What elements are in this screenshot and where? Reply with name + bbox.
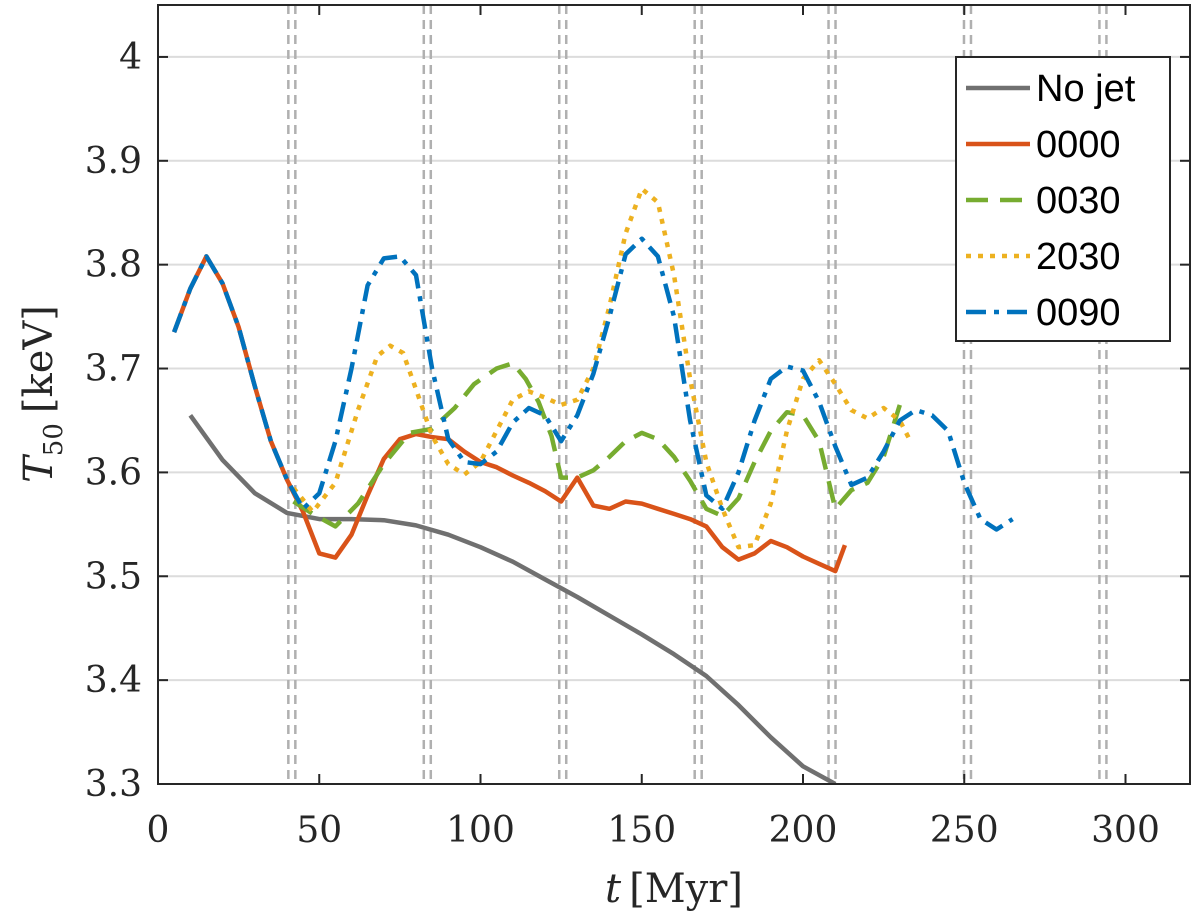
y-tick-label: 3.4: [85, 660, 142, 701]
x-tick-label: 100: [446, 810, 515, 851]
y-axis-label: T50[keV]: [16, 305, 69, 483]
legend-label: No jet: [1036, 68, 1136, 110]
y-tick-label: 3.3: [85, 764, 142, 805]
y-tick-label: 3.7: [85, 349, 142, 390]
series-line-0000: [171, 254, 848, 574]
legend-label: 2030: [1036, 236, 1121, 278]
y-tick-label: 3.6: [85, 452, 142, 493]
series-line-0090: [171, 236, 1014, 532]
y-tick-label: 3.5: [85, 556, 142, 597]
y-tick-label: 4: [119, 37, 142, 78]
y-tick-label: 3.8: [85, 245, 142, 286]
y-tick-label: 3.9: [85, 141, 142, 182]
series-line-2030: [291, 186, 912, 550]
x-tick-label: 250: [930, 810, 999, 851]
legend-label: 0090: [1036, 292, 1121, 334]
x-tick-label: 150: [607, 810, 676, 851]
x-axis-label: t [Myr]: [605, 866, 743, 912]
x-tick-label: 200: [769, 810, 838, 851]
ticks: [157, 5, 1190, 785]
x-tick-label: 300: [1091, 810, 1160, 851]
plot-frame: [157, 4, 1191, 785]
vertical-markers: [287, 5, 1108, 784]
legend-label: 0000: [1036, 124, 1121, 166]
series-group: [171, 186, 1014, 784]
legend: No jet 0000 0030 2030 0090: [955, 56, 1171, 342]
tick-labels: 0 50 100 150 200 250 300 3.3 3.4 3.5 3.6 3.7 3.8 3.9 4: [85, 37, 1160, 851]
x-tick-label: 50: [296, 810, 342, 851]
series-line-no-jet: [188, 413, 837, 784]
legend-box: [955, 56, 1171, 342]
legend-label: 0030: [1036, 180, 1121, 222]
x-tick-label: 0: [147, 810, 170, 851]
